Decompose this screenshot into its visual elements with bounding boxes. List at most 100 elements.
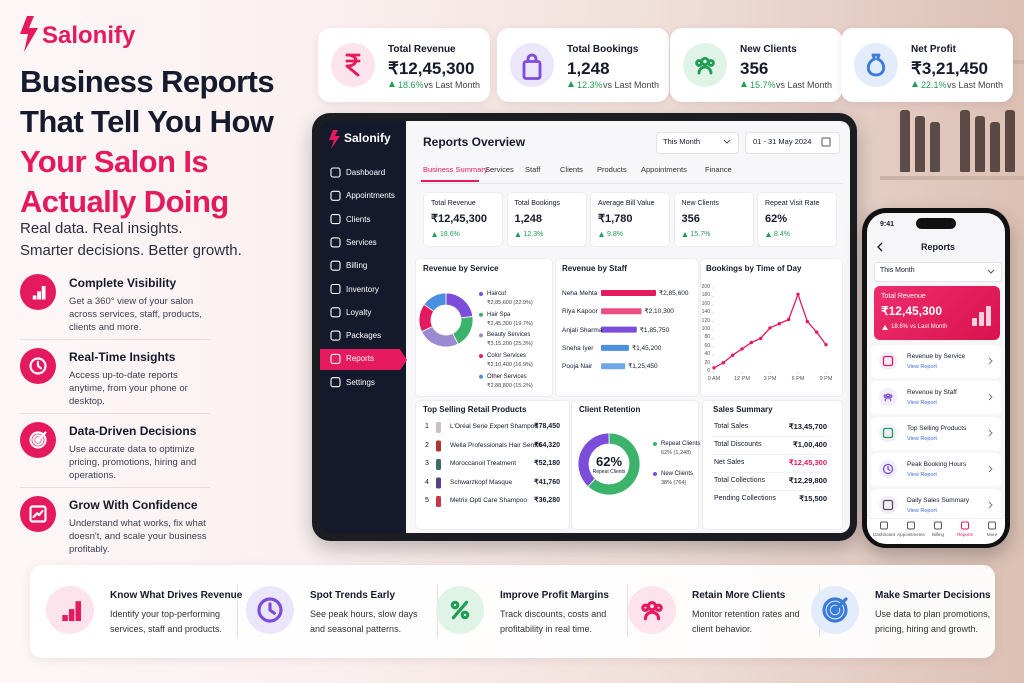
nav-item[interactable]: Clients <box>346 214 371 224</box>
phone-notch <box>916 218 956 229</box>
icon <box>697 65 713 75</box>
nav-item[interactable]: Settings <box>346 377 375 387</box>
item-link: View Report <box>907 400 937 406</box>
tab[interactable]: Staff <box>525 165 541 174</box>
bottle <box>990 122 1000 172</box>
legend-label: Haircut <box>487 291 507 297</box>
date-select[interactable] <box>745 132 840 154</box>
product-value: ₹41,760 <box>534 478 560 486</box>
tab-label[interactable]: Dashboard <box>872 532 896 537</box>
tab[interactable]: Clients <box>560 165 583 174</box>
summary-label: Pending Collections <box>714 495 776 502</box>
chevron <box>723 139 731 144</box>
tab-label[interactable]: Billing <box>931 532 945 537</box>
chevron <box>987 269 995 274</box>
sidebar-brand: Salonify <box>344 131 391 145</box>
nav-item[interactable]: Services <box>346 237 377 247</box>
icon <box>866 53 886 77</box>
feature-title: Grow With Confidence <box>69 498 198 512</box>
point <box>740 347 744 351</box>
icon <box>62 615 68 621</box>
kpi-icon-bg <box>854 43 898 87</box>
tab-icon <box>934 521 942 530</box>
nav-item[interactable]: Packages <box>346 331 382 341</box>
feature-text: Understand what works, fix what doesn't,… <box>69 518 207 555</box>
stat-value: ₹1,780 <box>598 213 633 225</box>
item-title: Daily Sales Summary <box>907 497 970 504</box>
bottle <box>960 110 970 172</box>
item-title: Top Selling Products <box>907 425 967 432</box>
stat-label: Total Bookings <box>514 200 561 207</box>
value-label: ₹3,15,200 (25.3%) <box>487 341 533 348</box>
tab[interactable]: Appointments <box>641 165 687 174</box>
nav-item[interactable]: Reports <box>346 354 375 364</box>
chevron <box>988 357 993 365</box>
kpi-label: Total Revenue <box>388 44 456 55</box>
product-value: ₹52,180 <box>534 460 560 467</box>
product-image <box>436 440 441 452</box>
stat-card <box>757 192 837 247</box>
tab-icon <box>988 521 996 530</box>
nav-item[interactable]: Inventory <box>346 284 379 294</box>
y-tick-label: 140 <box>701 309 710 316</box>
icon <box>884 397 892 402</box>
point <box>777 322 782 326</box>
chart-title: Revenue by Service <box>423 264 499 273</box>
x-tick-label: 6 PM <box>791 376 805 382</box>
value-label: 38% (764) <box>661 480 687 486</box>
point <box>824 343 828 347</box>
item-title: Revenue by Service <box>907 353 966 360</box>
benefit-title: Know What Drives Revenue <box>110 590 243 601</box>
kpi-label: Total Bookings <box>567 44 639 55</box>
pie-slice <box>423 292 447 312</box>
divider <box>20 339 210 340</box>
tab[interactable]: Finance <box>705 165 732 174</box>
tab[interactable]: Products <box>597 165 627 174</box>
tab-label[interactable]: Appointments <box>897 532 925 537</box>
icon <box>41 286 46 300</box>
feature-title: Real-Time Insights <box>69 350 176 364</box>
card-compare: vs Last Month <box>910 324 948 330</box>
item-link: View Report <box>907 508 937 514</box>
product-name: L'Oréal Serie Expert Shampoo <box>450 423 538 430</box>
icon <box>888 394 893 398</box>
panel-title: Sales Summary <box>713 405 773 414</box>
kpi-change: 22.1% <box>921 80 947 90</box>
y-tick-label: 200 <box>701 284 710 290</box>
product-image <box>436 496 441 507</box>
item-link: View Report <box>907 364 937 370</box>
nav-item[interactable]: Billing <box>346 261 368 271</box>
summary-label: Total Collections <box>714 477 765 484</box>
summary-label: Total Sales <box>714 423 749 430</box>
point <box>786 317 791 322</box>
nav-item[interactable]: Loyalty <box>346 307 372 317</box>
bottle <box>900 110 910 172</box>
icon <box>882 427 894 439</box>
benefit-text: Track discounts, costs and profitability… <box>500 609 607 634</box>
divider <box>20 413 210 414</box>
summary-label: Net Sales <box>714 459 745 466</box>
nav-item[interactable]: Appointments <box>346 191 395 201</box>
nav-item[interactable]: Dashboard <box>346 168 386 177</box>
bar-label: Anjali Sharma <box>562 326 603 334</box>
stat-card <box>423 192 503 247</box>
tab-label[interactable]: Reports <box>957 532 973 537</box>
point <box>749 340 754 345</box>
summary-value: ₹12,29,800 <box>788 476 827 485</box>
legend-label: Hair Spa <box>487 311 511 318</box>
shelf <box>880 176 1024 180</box>
product-image <box>436 459 441 470</box>
headline-accent: Your Salon Is <box>20 144 209 179</box>
tab[interactable]: Services <box>485 165 514 174</box>
period-select[interactable] <box>656 132 739 154</box>
y-tick-label: 100 <box>701 326 710 332</box>
tab-label[interactable]: More <box>986 532 998 537</box>
chart-title: Client Retention <box>579 405 641 414</box>
row-rule <box>712 454 830 455</box>
up-arrow <box>682 232 688 237</box>
kpi-value: 1,248 <box>567 59 610 78</box>
phone-select[interactable] <box>874 262 1002 282</box>
kpi-compare: vs Last Month <box>947 80 1004 90</box>
tab[interactable]: Business Summary <box>423 165 488 174</box>
bar-label: Riya Kapoor <box>562 308 598 316</box>
